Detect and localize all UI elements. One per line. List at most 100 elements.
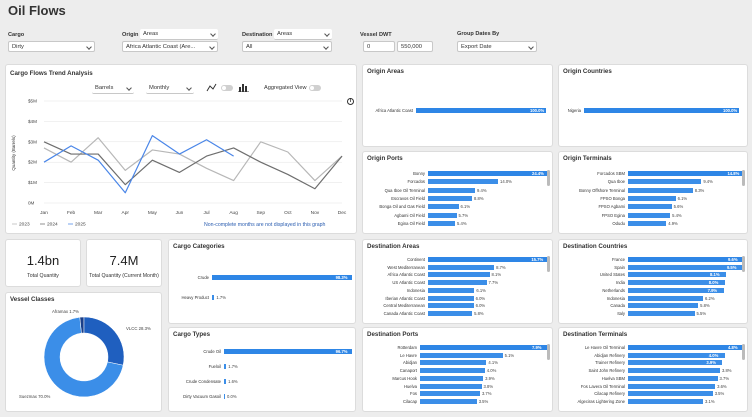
bar[interactable] <box>420 352 503 358</box>
bar[interactable] <box>428 257 548 262</box>
bar-row[interactable]: Crude 98.3% <box>173 274 355 281</box>
bar[interactable] <box>628 280 725 286</box>
bar[interactable] <box>628 204 672 210</box>
bar-row[interactable]: Forcados SBM 14.8% <box>563 170 747 177</box>
bar-row[interactable]: Rotterdam 7.9% <box>367 344 552 351</box>
bar[interactable] <box>420 383 482 389</box>
bar[interactable] <box>420 398 477 404</box>
group-dates-dropdown[interactable]: Export Date <box>457 41 537 52</box>
bar[interactable] <box>224 349 352 354</box>
bar-row[interactable]: Spain 9.5% <box>563 264 747 271</box>
aggregated-view-toggle[interactable] <box>309 85 321 91</box>
bar-row[interactable]: Fos 3.7% <box>367 390 552 397</box>
bar[interactable] <box>428 204 459 210</box>
bar[interactable] <box>628 287 724 293</box>
slice-vlcc[interactable] <box>83 316 125 366</box>
bar[interactable] <box>428 303 474 309</box>
bar-row[interactable]: Bonny 24.4% <box>367 170 552 177</box>
bar-row[interactable]: Canaport 4.0% <box>367 367 552 374</box>
bar[interactable] <box>628 368 720 374</box>
period-dropdown[interactable]: Monthly <box>146 83 194 94</box>
bar-row[interactable]: India 8.0% <box>563 279 747 286</box>
bar-row[interactable]: Heavy Product 1.7% <box>173 294 355 301</box>
bar[interactable] <box>428 212 457 218</box>
scrollbar[interactable] <box>547 170 550 186</box>
bar-row[interactable]: Italy 5.5% <box>563 310 747 317</box>
bar[interactable] <box>420 345 548 350</box>
bar-row[interactable]: Netherlands 7.9% <box>563 287 747 294</box>
bar-row[interactable]: Odudu 4.9% <box>563 220 747 227</box>
bar-chart-icon[interactable] <box>238 83 249 92</box>
bar[interactable] <box>628 220 667 226</box>
scrollbar[interactable] <box>742 344 745 360</box>
bar-row[interactable]: Africa Atlantic Coast 100.0% <box>367 107 552 114</box>
bar[interactable] <box>628 345 744 350</box>
bar[interactable] <box>628 303 699 309</box>
bar-row[interactable]: Fueloil 1.7% <box>173 363 355 370</box>
chart-type-toggle[interactable] <box>221 85 233 91</box>
info-icon[interactable]: i <box>347 98 354 105</box>
bar[interactable] <box>428 179 498 185</box>
bar[interactable] <box>628 352 725 358</box>
scrollbar[interactable] <box>547 344 550 360</box>
scrollbar[interactable] <box>742 170 745 186</box>
bar-row[interactable]: United States 8.1% <box>563 271 747 278</box>
cargo-dropdown[interactable]: Dirty <box>8 41 95 52</box>
bar[interactable] <box>420 360 487 366</box>
bar-row[interactable]: Fos Lavera Oil Terminal 3.6% <box>563 383 747 390</box>
bar[interactable] <box>628 295 704 301</box>
bar-row[interactable]: Huelva SBM 3.7% <box>563 375 747 382</box>
bar[interactable] <box>428 195 472 201</box>
bar-row[interactable]: Abidjan 4.1% <box>367 359 552 366</box>
bar[interactable] <box>628 310 695 316</box>
bar-row[interactable]: FPSO Agbami 5.6% <box>563 203 747 210</box>
bar[interactable] <box>428 280 487 286</box>
bar-row[interactable]: France 9.6% <box>563 256 747 263</box>
bar-row[interactable]: Continent 15.7% <box>367 256 552 263</box>
slice-suezmax[interactable] <box>43 316 124 398</box>
vessel-dwt-min-input[interactable]: 0 <box>363 41 395 52</box>
bar[interactable] <box>428 272 490 278</box>
bar[interactable] <box>628 383 716 389</box>
bar-row[interactable]: Abidjan Refinery 4.0% <box>563 352 747 359</box>
bar-row[interactable]: Iberian Atlantic Coast 6.0% <box>367 295 552 302</box>
bar-row[interactable]: Indonesia 6.2% <box>563 295 747 302</box>
bar-row[interactable]: FPSO Bonga 6.1% <box>563 195 747 202</box>
bar-row[interactable]: Crude Condensate 1.6% <box>173 378 355 385</box>
bar-row[interactable]: Dirty Vacuum Gasoil 0.0% <box>173 393 355 400</box>
bar-row[interactable]: Le Havre 5.1% <box>367 352 552 359</box>
bar[interactable] <box>628 179 702 185</box>
bar-row[interactable]: Canada 5.8% <box>563 302 747 309</box>
bar[interactable] <box>584 108 739 113</box>
bar-row[interactable]: Huelva 3.8% <box>367 383 552 390</box>
bar-row[interactable]: Trainer Refinery 3.9% <box>563 359 747 366</box>
bar[interactable] <box>420 391 480 397</box>
bar[interactable] <box>416 108 546 113</box>
bar[interactable] <box>628 212 671 218</box>
bar-row[interactable]: FPSO Egina 5.4% <box>563 212 747 219</box>
bar-row[interactable]: Bonny Offshore Terminal 8.3% <box>563 187 747 194</box>
bar-row[interactable]: Escravos Oil Field 8.8% <box>367 195 552 202</box>
bar[interactable] <box>628 264 743 270</box>
bar[interactable] <box>224 379 227 384</box>
bar[interactable] <box>212 275 352 280</box>
bar[interactable] <box>628 195 676 201</box>
bar[interactable] <box>428 187 475 193</box>
bar[interactable] <box>428 220 455 226</box>
bar-row[interactable]: Le Havre Oil Terminal 4.8% <box>563 344 747 351</box>
bar-row[interactable]: Algeciras Lightering Zone 3.1% <box>563 398 747 405</box>
bar-row[interactable]: Indonesia 6.1% <box>367 287 552 294</box>
bar[interactable] <box>428 287 475 293</box>
bar-row[interactable]: Central Mediterranean 6.0% <box>367 302 552 309</box>
bar-row[interactable]: Cilacap 3.5% <box>367 398 552 405</box>
bar-row[interactable]: Forcados 14.0% <box>367 178 552 185</box>
bar[interactable] <box>420 368 485 374</box>
scrollbar[interactable] <box>742 256 745 272</box>
bar-row[interactable]: Cilacap Refinery 3.5% <box>563 390 747 397</box>
bar-row[interactable]: Qua Iboe Oil Terminal 9.4% <box>367 187 552 194</box>
bar[interactable] <box>628 391 713 397</box>
bar-row[interactable]: Saint John Refinery 3.8% <box>563 367 747 374</box>
bar-row[interactable]: Bonga Oil and Gas Field 6.1% <box>367 203 552 210</box>
destination-dropdown[interactable]: All <box>242 41 332 52</box>
line-chart-icon[interactable] <box>206 83 217 92</box>
